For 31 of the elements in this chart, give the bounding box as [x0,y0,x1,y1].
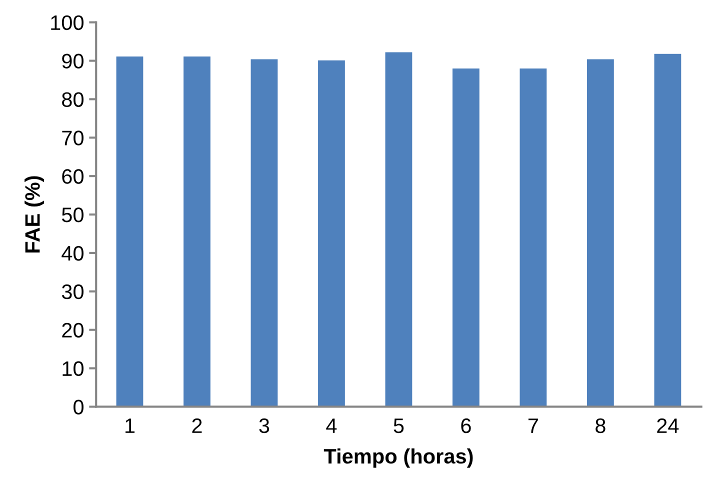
x-tick-label: 4 [326,418,337,433]
x-tick-label: 8 [596,418,606,434]
y-tick-label: 20 [62,322,84,338]
x-axis-title: Tiempo (horas) [324,448,473,468]
y-tick-label: 10 [62,361,84,376]
y-tick-label: 0 [74,400,84,414]
x-tick-label: 1 [126,418,135,433]
bar [654,54,682,407]
x-tick-label: 2 [192,418,202,433]
y-tick-label: 30 [62,284,84,300]
x-tick-label: 5 [394,418,404,434]
y-tick-label: 70 [62,130,84,146]
y-tick-label: 50 [62,208,84,222]
bar [587,59,614,407]
y-tick-label: 40 [62,246,84,261]
x-tick-label: 6 [461,418,471,434]
y-tick-label: 90 [62,54,84,69]
bar [452,68,480,407]
y-tick-label: 60 [62,169,84,184]
bar [116,56,144,407]
bar [184,56,210,407]
bar [520,68,547,407]
bar [385,52,412,407]
bar [250,59,278,407]
bar [318,60,345,407]
y-tick-label: 100 [51,15,84,30]
x-tick-label: 7 [528,418,538,433]
y-tick-label: 80 [62,92,84,107]
x-tick-label: 3 [259,418,270,434]
y-axis-title: FAE (%) [24,176,44,252]
x-tick-label: 24 [657,418,679,433]
